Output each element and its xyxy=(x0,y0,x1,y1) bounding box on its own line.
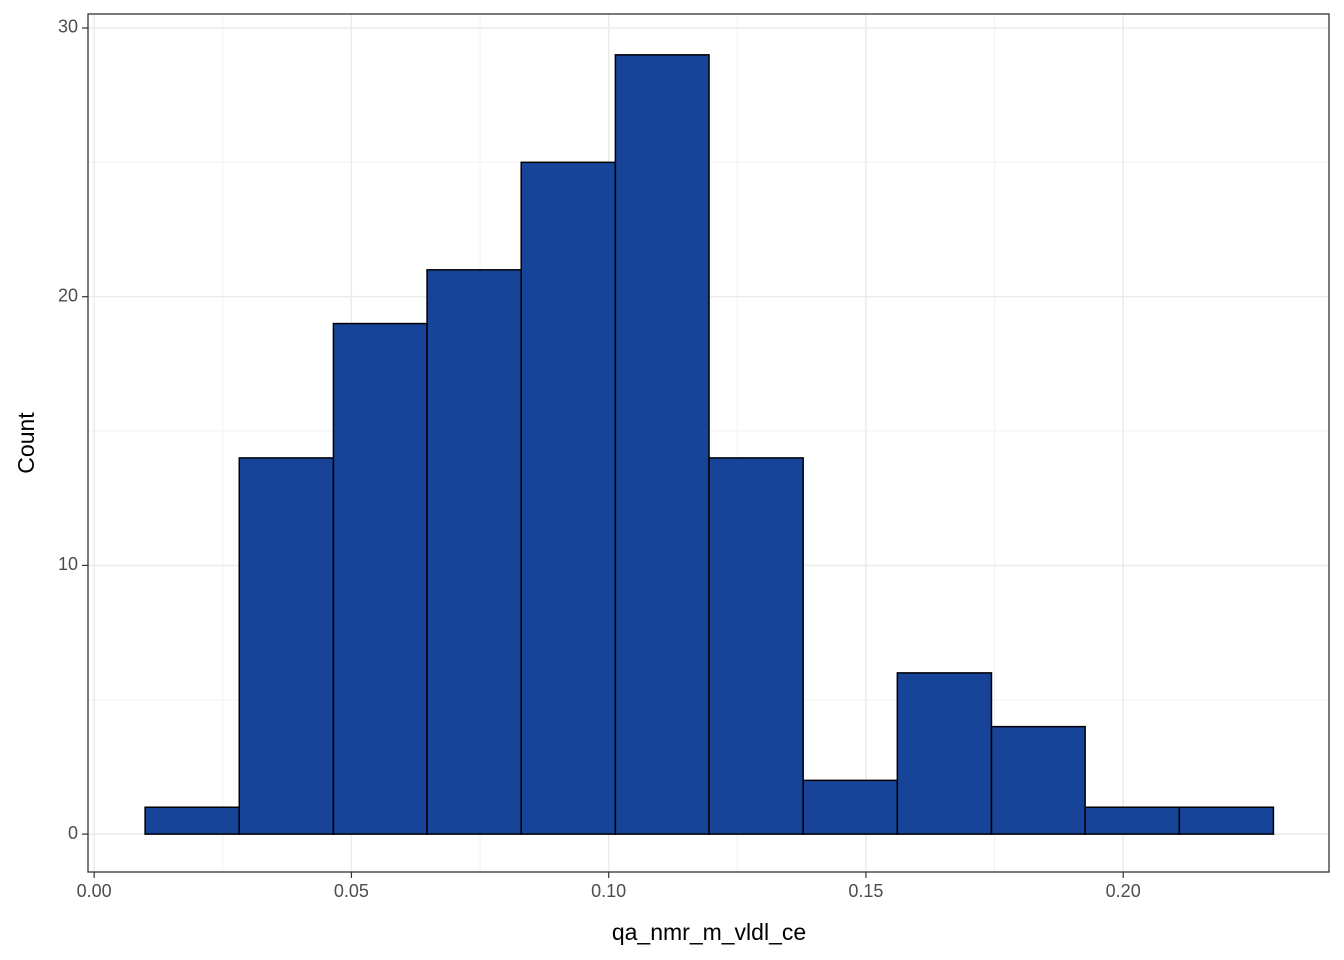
x-tick-label: 0.15 xyxy=(848,881,883,901)
y-axis-title: Count xyxy=(13,412,39,474)
y-tick-label: 20 xyxy=(58,285,78,305)
bar xyxy=(802,779,899,835)
bar xyxy=(1178,806,1275,835)
x-axis-title: qa_nmr_m_vldl_ce xyxy=(612,919,806,945)
y-tick-label: 10 xyxy=(58,554,78,574)
bar xyxy=(990,725,1086,835)
bar xyxy=(144,806,241,835)
x-tick-label: 0.05 xyxy=(334,881,369,901)
bar xyxy=(426,269,522,835)
bar xyxy=(896,672,993,835)
x-tick-label: 0.10 xyxy=(591,881,626,901)
bar xyxy=(1084,806,1181,835)
x-tick-label: 0.20 xyxy=(1106,881,1141,901)
bar xyxy=(238,457,335,835)
bar xyxy=(332,322,428,835)
y-tick-label: 0 xyxy=(68,823,78,843)
plot-border xyxy=(87,13,1330,873)
y-tick-label: 30 xyxy=(58,17,78,37)
x-tick-label: 0.00 xyxy=(77,881,112,901)
bar xyxy=(520,161,617,835)
bar xyxy=(708,457,804,835)
bar xyxy=(614,54,710,835)
